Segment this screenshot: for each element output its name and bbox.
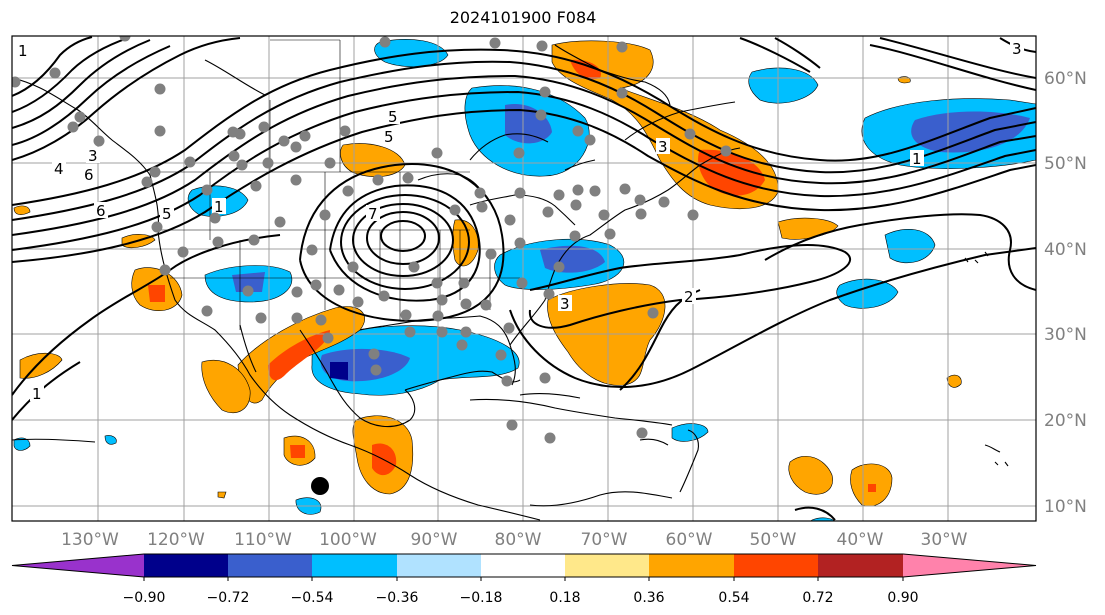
- colorbar-segment: [818, 554, 903, 577]
- svg-text:1: 1: [912, 150, 922, 168]
- svg-text:80°W: 80°W: [495, 530, 542, 550]
- station-markers: [12, 36, 732, 444]
- svg-text:6: 6: [84, 166, 94, 184]
- colorbar-segment: [734, 554, 818, 577]
- svg-text:4: 4: [54, 160, 64, 178]
- svg-text:40°N: 40°N: [1044, 240, 1087, 260]
- colorbar-segment: [312, 554, 397, 577]
- svg-text:30°W: 30°W: [921, 530, 968, 550]
- svg-text:7: 7: [368, 205, 378, 223]
- svg-text:100°W: 100°W: [319, 530, 377, 550]
- svg-text:1: 1: [32, 385, 42, 403]
- colorbar: [11, 553, 1037, 581]
- svg-text:−0.18: −0.18: [460, 590, 503, 606]
- svg-text:90°W: 90°W: [411, 530, 458, 550]
- svg-text:3: 3: [658, 138, 668, 156]
- political-borders: [150, 39, 520, 330]
- svg-text:70°W: 70°W: [581, 530, 628, 550]
- svg-text:0.90: 0.90: [887, 590, 918, 606]
- colorbar-segment: [397, 554, 481, 577]
- contour-labels: 1 3 4 6 6 5 5 7 3 2 1 1 1 3: [16, 40, 1024, 403]
- svg-text:60°N: 60°N: [1044, 69, 1087, 89]
- svg-text:5: 5: [162, 205, 172, 223]
- svg-text:3: 3: [560, 295, 570, 313]
- colorbar-segment: [144, 554, 228, 577]
- svg-text:0.54: 0.54: [718, 590, 749, 606]
- svg-text:130°W: 130°W: [61, 530, 119, 550]
- svg-text:−0.54: −0.54: [291, 590, 334, 606]
- svg-text:−0.90: −0.90: [123, 590, 166, 606]
- svg-text:60°W: 60°W: [666, 530, 713, 550]
- svg-text:50°N: 50°N: [1044, 154, 1087, 174]
- svg-text:5: 5: [384, 128, 394, 146]
- svg-text:−0.72: −0.72: [207, 590, 250, 606]
- svg-text:3: 3: [1012, 40, 1022, 58]
- svg-text:0.36: 0.36: [633, 590, 664, 606]
- svg-text:40°W: 40°W: [837, 530, 884, 550]
- svg-text:3: 3: [88, 147, 98, 165]
- svg-text:5: 5: [388, 108, 398, 126]
- svg-text:30°N: 30°N: [1044, 325, 1087, 345]
- svg-text:0.18: 0.18: [549, 590, 580, 606]
- colorbar-tick-labels: −0.90 −0.72 −0.54 −0.36 −0.18 0.18 0.36 …: [123, 590, 919, 606]
- svg-text:10°N: 10°N: [1044, 497, 1087, 517]
- svg-text:6: 6: [96, 202, 106, 220]
- colorbar-segment: [649, 554, 734, 577]
- location-marker: [311, 477, 329, 495]
- positive-anomaly-shading: [13, 40, 962, 507]
- svg-text:0.72: 0.72: [802, 590, 833, 606]
- svg-text:120°W: 120°W: [147, 530, 205, 550]
- svg-text:1: 1: [18, 42, 28, 60]
- svg-text:1: 1: [214, 198, 224, 216]
- colorbar-segment: [481, 554, 565, 577]
- svg-text:20°N: 20°N: [1044, 411, 1087, 431]
- colorbar-segment: [903, 554, 1036, 577]
- map-frame: [11, 35, 1037, 522]
- svg-text:−0.36: −0.36: [376, 590, 419, 606]
- longitude-labels: 130°W 120°W 110°W 100°W 90°W 80°W 70°W 6…: [61, 530, 968, 550]
- map-title: 2024101900 F084: [449, 8, 597, 27]
- map-area: 1 3 4 6 6 5 5 7 3 2 1 1 1 3: [12, 36, 1036, 521]
- colorbar-segment: [12, 554, 144, 577]
- colorbar-segment: [565, 554, 649, 577]
- svg-text:50°W: 50°W: [750, 530, 797, 550]
- latitude-labels: 60°N 50°N 40°N 30°N 20°N 10°N: [1044, 69, 1087, 517]
- colorbar-segment: [228, 554, 312, 577]
- svg-text:110°W: 110°W: [234, 530, 292, 550]
- svg-text:2: 2: [684, 288, 694, 306]
